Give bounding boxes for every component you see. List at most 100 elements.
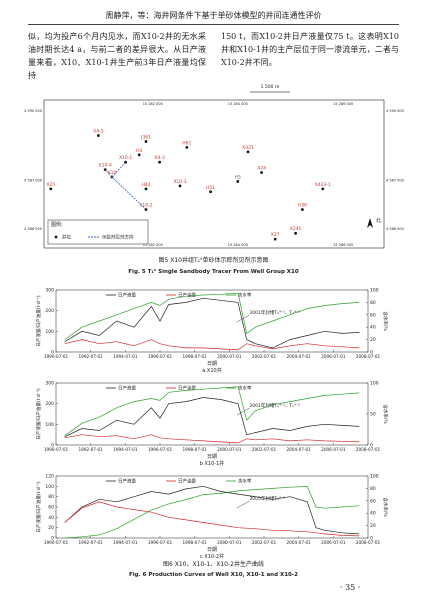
y-tick-label: 80 bbox=[48, 494, 54, 500]
y-tick-label: 20 bbox=[48, 525, 54, 531]
chart-caption: a X10井 bbox=[202, 367, 221, 374]
caption-cn: 图5 X10井组T₁⁴单砂体示踪剂见剂示意图 bbox=[159, 256, 269, 264]
map-coord: 15 284 000 bbox=[228, 102, 248, 106]
x-tick-label: 2008-07-01 bbox=[356, 540, 381, 545]
well-label: H4 bbox=[136, 148, 142, 154]
caption-en: Fig. 5 T₁⁴ Single Sandbody Tracer From W… bbox=[128, 268, 299, 275]
caption-en: Fig. 6 Production Curves of Well X10, X1… bbox=[129, 572, 298, 578]
y-tick-label: 0 bbox=[51, 443, 54, 449]
page-number: · 35 · bbox=[340, 583, 361, 592]
well-label: X10-2 bbox=[139, 203, 152, 209]
map-frame bbox=[43, 99, 385, 249]
x-tick-label: 2004-07-01 bbox=[286, 540, 311, 545]
series-line bbox=[64, 501, 360, 537]
legend-label: 日产油量 bbox=[178, 385, 196, 392]
map-coord: 4 590 000 bbox=[386, 109, 404, 113]
y-tick-label: 300 bbox=[45, 381, 54, 387]
x-tick-label: 2004-07-01 bbox=[286, 354, 311, 359]
north-arrow bbox=[367, 218, 373, 228]
x-tick-label: 2004-07-01 bbox=[286, 447, 311, 452]
well-dot bbox=[137, 153, 141, 157]
x-tick-label: 1998-07-01 bbox=[182, 447, 207, 452]
running-header: 周静萍，等：海井网条件下基于单砂体模型的井间连通性评价 bbox=[105, 11, 322, 20]
x-tick-label: 1992-07-01 bbox=[78, 354, 103, 359]
y2-tick-label: 40 bbox=[370, 511, 376, 517]
x-tick-label: 2002-07-01 bbox=[252, 354, 277, 359]
well-label: J361 bbox=[140, 134, 151, 140]
x-tick-label: 1998-07-01 bbox=[182, 354, 207, 359]
legend-title: 图例: bbox=[51, 221, 63, 228]
map-coord: 4 587 000 bbox=[24, 178, 42, 182]
well-label: X24 bbox=[257, 166, 266, 172]
y2-tick-label: 0 bbox=[370, 443, 373, 449]
y-tick-label: 120 bbox=[45, 474, 54, 480]
x-tick-label: 1998-07-01 bbox=[182, 540, 207, 545]
north-label: 北 bbox=[376, 217, 381, 224]
well-dot bbox=[246, 150, 250, 154]
legend-dot bbox=[54, 235, 58, 239]
well-dot bbox=[185, 146, 189, 149]
x-tick-label: 1990-07-01 bbox=[44, 447, 69, 452]
map-coord: 15 286 000 bbox=[333, 102, 353, 106]
legend-box bbox=[47, 219, 149, 245]
x-tick-label: 2002-07-01 bbox=[252, 447, 277, 452]
y-tick-label: 0 bbox=[51, 350, 54, 356]
well-label: H51 bbox=[206, 185, 215, 191]
series-line bbox=[64, 292, 360, 340]
well-dot bbox=[97, 134, 100, 137]
plot-frame bbox=[55, 289, 369, 353]
well-label: X4-3 bbox=[154, 155, 165, 161]
x-tick-label: 2000-07-01 bbox=[217, 354, 242, 359]
well-dot bbox=[273, 237, 277, 241]
series-line bbox=[64, 397, 360, 438]
well-dot bbox=[49, 187, 53, 191]
well-dot bbox=[209, 190, 213, 194]
y-tick-label: 60 bbox=[48, 505, 54, 511]
x-tick-label: 1990-07-01 bbox=[44, 354, 69, 359]
well-label: H42 bbox=[141, 182, 150, 188]
y-tick-label: 300 bbox=[45, 288, 54, 294]
well-dot bbox=[158, 160, 162, 164]
well-dot bbox=[178, 184, 182, 188]
y2-tick-label: 100 bbox=[370, 474, 379, 480]
y-tick-label: 0 bbox=[51, 536, 54, 542]
annotation-arrow bbox=[236, 407, 250, 416]
series-line bbox=[64, 297, 360, 349]
y2-tick-label: 80 bbox=[370, 486, 376, 492]
y2-tick-label: 0 bbox=[370, 536, 373, 542]
map-coord: 4 587 000 bbox=[386, 178, 404, 182]
x-tick-label: 1996-07-01 bbox=[148, 354, 173, 359]
x-tick-label: 2006-07-01 bbox=[321, 354, 346, 359]
legend-well: 井位 bbox=[62, 234, 71, 241]
x-tick-label: 1992-07-01 bbox=[78, 540, 103, 545]
y-axis-label: 日产液量/日产油量(t·d⁻¹) bbox=[35, 388, 42, 440]
x-axis-label: 日期 bbox=[207, 361, 217, 367]
x-tick-label: 1996-07-01 bbox=[148, 540, 173, 545]
map-coord: 15 282 000 bbox=[143, 243, 163, 247]
legend-label: 日产液量 bbox=[118, 385, 136, 392]
legend-label: 含水率 bbox=[238, 385, 252, 392]
scale-label: 1 500 m bbox=[261, 84, 280, 90]
well-dot bbox=[236, 180, 240, 183]
y2-tick-label: 50 bbox=[370, 412, 376, 418]
map-coord: 15 284 000 bbox=[228, 243, 248, 247]
legend-label: 日产油量 bbox=[178, 478, 196, 485]
y2-axis-label: 含水率/% bbox=[382, 497, 389, 517]
well-dot bbox=[260, 171, 263, 174]
x-axis-label: 日期 bbox=[207, 454, 217, 460]
well-dot bbox=[301, 208, 304, 211]
x-tick-label: 2006-07-01 bbox=[321, 540, 346, 545]
tracer-arrow bbox=[111, 161, 126, 178]
legend-label: 含水率 bbox=[238, 292, 252, 299]
x-tick-label: 2000-07-01 bbox=[217, 447, 242, 452]
y2-tick-label: 20 bbox=[370, 523, 376, 529]
well-label: X27 bbox=[271, 232, 280, 238]
y2-tick-label: 100 bbox=[370, 288, 379, 294]
x-tick-label: 1990-07-01 bbox=[44, 540, 69, 545]
body-text-left: 似，均为投产6个月内见水，而X10-2井的无水采油时期长达4 a，与前二者的差异… bbox=[28, 32, 206, 80]
x-tick-label: 1994-07-01 bbox=[113, 354, 138, 359]
tracer-arrow bbox=[104, 169, 113, 178]
annotation-arrow bbox=[236, 314, 250, 323]
